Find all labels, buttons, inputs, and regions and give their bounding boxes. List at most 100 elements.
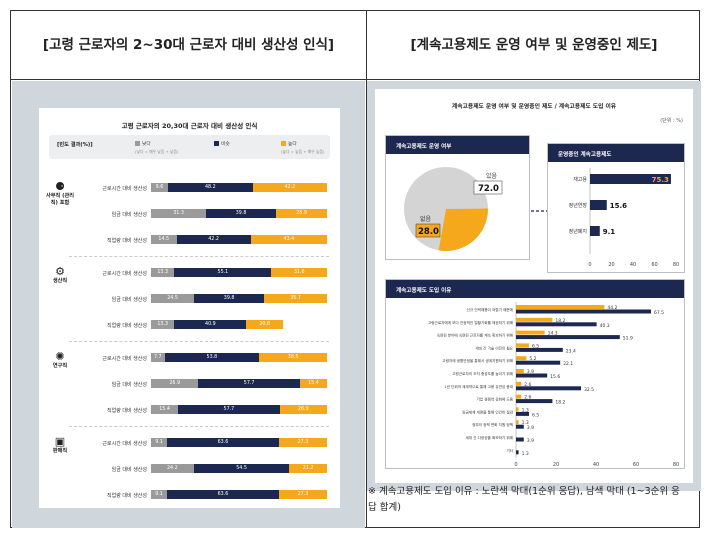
stacked-bar: 24.2 54.5 21.2 — [151, 464, 327, 473]
row-label: 근로시간 대비 생산성 — [102, 356, 147, 362]
row-label: 임금 대비 생산성 — [111, 382, 147, 388]
total-rank-bar — [516, 399, 553, 404]
pie-label-no: 없음 — [420, 215, 432, 223]
bar-segment-high: 31.6 — [271, 268, 327, 277]
reason-label: 숙련된 분야에 숙련된 근로자를 계속 확보하기 위해 — [437, 333, 513, 338]
tick-label: 60 — [633, 462, 639, 468]
reason-label: 기업 경쟁력 강화에 도움 — [477, 397, 514, 402]
tick-label: 60 — [651, 262, 657, 268]
first-rank-value: 1.3 — [522, 407, 529, 413]
stacked-bar: 31.3 39.8 28.9 — [151, 209, 327, 218]
bar-segment-high: 38.5 — [259, 353, 327, 362]
row-label: 직업량 대비 생산성 — [107, 238, 147, 244]
stacked-bar: 15.4 57.7 26.9 — [151, 405, 327, 414]
bar-segment-similar: 42.2 — [176, 235, 251, 244]
bar-segment-similar: 57.7 — [198, 379, 300, 388]
reason-label: 고령근로자에게 보다 안정적인 일할기회를 제공하기 위해 — [428, 320, 513, 325]
first-rank-bar — [516, 407, 519, 412]
first-rank-value: 3.9 — [527, 369, 534, 375]
legend-label-low: 낮다 — [142, 142, 151, 147]
bar-segment-low: 13.3 — [151, 268, 175, 277]
row-label: 근로시간 대비 생산성 — [102, 186, 147, 192]
total-rank-bar — [516, 437, 524, 442]
stacked-bar: 13.3 40.9 20.8 — [151, 320, 327, 329]
row-label: 직업량 대비 생산성 — [107, 323, 147, 329]
total-rank-value: 1.3 — [522, 451, 529, 457]
continued-employment-title: 계속고용제도 운영 여부 및 운영중인 제도 / 계속고용제도 도입 이유 — [451, 104, 617, 110]
total-rank-bar — [516, 335, 620, 340]
pie-value-no: 28.0 — [418, 227, 439, 237]
stacked-bar: 13.3 55.1 31.6 — [151, 268, 327, 277]
row-label: 근로시간 대비 생산성 — [102, 271, 147, 277]
tick-label: 40 — [630, 262, 636, 268]
right-infographic-panel: 계속고용제도 운영 여부 및 운영중인 제도 / 계속고용제도 도입 이유 (단… — [367, 81, 701, 491]
tick-label: 0 — [514, 462, 517, 468]
reasons-box: 계속고용제도 도입 이유 신규 인력채용이 어렵기 때문에 44.2 67.5 고령근… — [385, 279, 685, 469]
legend-label-similar: 비슷 — [221, 142, 230, 147]
first-rank-value: 44.2 — [607, 305, 617, 311]
first-rank-bar — [516, 305, 605, 309]
bar-segment-high: 43.4 — [250, 235, 328, 244]
bar-segment-similar: 53.8 — [164, 353, 260, 362]
reason-label: 기타 — [506, 448, 513, 453]
bar-value: 15.6 — [610, 202, 627, 210]
legend-swatch-high — [281, 141, 286, 146]
legend-note-high: (높다 = 높음 + 매우 높음) — [281, 149, 325, 154]
first-rank-value: 1.3 — [522, 420, 529, 426]
bar-segment-low: 24.5 — [151, 294, 195, 303]
bar-segment-low: 13.3 — [151, 320, 175, 329]
bar-segment-high: 15.4 — [299, 379, 327, 388]
row-label: 임금 대비 생산성 — [111, 467, 147, 473]
total-rank-value: 3.9 — [527, 425, 534, 431]
reason-label: 신규 인력채용이 어렵기 때문에 — [467, 307, 513, 312]
bar — [590, 174, 671, 184]
continued-employment-card: 계속고용제도 운영 여부 및 운영중인 제도 / 계속고용제도 도입 이유 (단… — [375, 89, 693, 483]
left-header: [고령 근로자의 2~30대 근로자 대비 생산성 인식] — [42, 37, 335, 53]
systems-bar-chart: 재고용 75.3 정년연장 15.6 정년폐지 9.1 0 20 40 60 80 — [569, 168, 679, 268]
gears-icon: ⚙ — [55, 265, 65, 278]
bar-segment-low: 24.2 — [151, 464, 194, 473]
total-rank-value: 67.5 — [654, 310, 664, 316]
pie-chart: 있음 72.0 없음 28.0 — [404, 167, 503, 251]
bar-segment-similar: 54.5 — [193, 464, 290, 473]
bar-label: 정년폐지 — [569, 228, 587, 235]
first-rank-bar — [516, 381, 522, 386]
legend-swatch-low — [135, 141, 140, 146]
bar-segment-low: 26.9 — [151, 379, 199, 388]
systems-box: 운영중인 계속고용제도 재고용 75.3 정년연장 15.6 정년폐지 9.1 0 20 40 6… — [547, 143, 685, 273]
group-label: 연구직 — [52, 363, 68, 369]
bar-segment-high: 21.2 — [289, 464, 327, 473]
first-rank-bar — [516, 317, 553, 322]
tick-label: 0 — [588, 262, 591, 268]
total-rank-value: 22.1 — [563, 361, 573, 367]
stacked-bar: 9.1 63.6 27.3 — [151, 438, 327, 447]
first-rank-bar — [516, 330, 545, 335]
total-rank-value: 32.5 — [584, 387, 594, 393]
total-rank-bar — [516, 347, 563, 352]
bar-label: 재고용 — [573, 176, 587, 183]
reason-label: 정부의 정책 변화 지원 정책 — [472, 422, 513, 427]
tick-label: 40 — [593, 462, 599, 468]
pie-box: 계속고용제도 운영 여부 있음 72.0 없음 28.0 — [385, 135, 530, 260]
bar-segment-low: 31.3 — [151, 209, 207, 218]
total-rank-bar — [516, 309, 651, 314]
group-separator — [69, 256, 329, 257]
group-separator — [69, 341, 329, 342]
total-rank-bar — [516, 322, 597, 327]
group-label: 판매직 — [52, 448, 68, 454]
bar-segment-high: 42.2 — [252, 183, 327, 192]
productivity-chart-title: 고령 근로자의 20,30대 근로자 대비 생산성 인식 — [121, 122, 258, 130]
reason-label: 1년 단위의 재계약으로 통해 고용 유연성 증대 — [444, 384, 513, 389]
group-label: 생산직 — [52, 278, 68, 284]
first-rank-value: 2.6 — [524, 382, 531, 388]
bar-segment-low: 9.1 — [151, 438, 168, 447]
tick-label: 80 — [673, 262, 679, 268]
column-divider — [366, 11, 367, 527]
reason-label: 임금체계 개편을 통해 인건비 절감 — [462, 409, 514, 414]
first-rank-bar — [516, 420, 519, 425]
bar-segment-low: 14.5 — [151, 235, 177, 244]
bar-segment-similar: 40.9 — [174, 320, 247, 329]
first-rank-bar — [516, 343, 529, 348]
bar-value: 9.1 — [603, 228, 616, 236]
total-rank-value: 15.6 — [550, 374, 560, 380]
